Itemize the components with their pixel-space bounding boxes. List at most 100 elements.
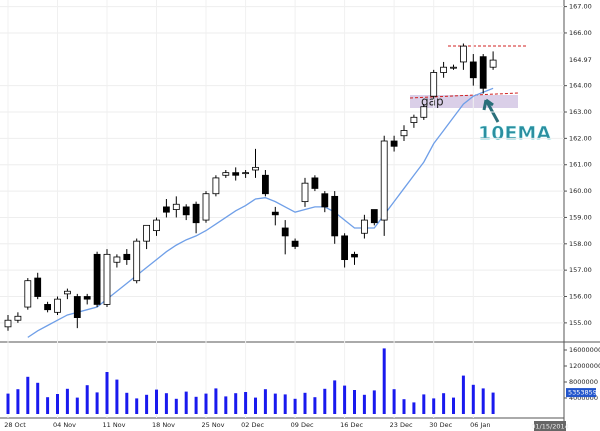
candle-body — [261, 174, 269, 195]
volume-bar — [46, 397, 50, 414]
volume-bar — [75, 397, 79, 414]
volume-bar — [432, 398, 436, 414]
candle-body — [459, 45, 467, 63]
candle-body — [301, 182, 309, 203]
volume-bar — [164, 393, 168, 414]
candle-body — [380, 140, 388, 221]
candle-body — [232, 172, 240, 176]
volume-bar — [155, 389, 158, 414]
y-tick-label: 155.00 — [569, 319, 592, 327]
volume-bar — [392, 389, 396, 414]
candle-body — [4, 319, 12, 328]
volume-bar — [204, 393, 208, 414]
volume-bar — [254, 397, 257, 414]
ema-label: 10EMA — [478, 123, 551, 145]
candle-body — [222, 172, 230, 176]
candle-body — [212, 177, 220, 195]
y-tick-label: 159.00 — [569, 213, 592, 221]
volume-bar — [402, 399, 406, 414]
x-tick-label: 23 Dec — [390, 421, 413, 429]
volume-bar — [145, 394, 149, 414]
volume-bar — [362, 394, 366, 414]
candle-body — [410, 116, 418, 123]
x-tick-label: 09 Dec — [291, 421, 314, 429]
candle-body — [440, 66, 448, 73]
support-line — [409, 92, 519, 99]
candle-body — [351, 253, 358, 258]
candle-body — [341, 235, 349, 261]
candle-body — [192, 203, 200, 224]
volume-bar — [343, 385, 347, 414]
volume-bar — [184, 391, 188, 414]
volume-bar — [452, 397, 455, 414]
candle-body — [44, 304, 51, 311]
candle-body — [14, 315, 22, 321]
volume-bar — [115, 379, 119, 414]
y-tick-label: 160.00 — [569, 187, 592, 195]
y-tick-label: 158.00 — [569, 240, 592, 248]
candle-body — [430, 72, 438, 97]
volume-bar — [174, 398, 178, 414]
candle-body — [479, 56, 487, 89]
volume-bar — [372, 390, 376, 414]
ema-arrow — [482, 98, 500, 123]
volume-bar — [471, 384, 475, 414]
candle-body — [390, 140, 398, 147]
volume-bar — [442, 393, 446, 414]
candle-body — [172, 203, 180, 210]
candle-body — [281, 227, 289, 237]
candle-body — [34, 277, 42, 297]
volume-bar — [263, 389, 267, 414]
x-tick-label: 28 Oct — [4, 421, 26, 429]
candle-body — [489, 59, 497, 68]
candle-body — [370, 209, 378, 224]
candle-body — [182, 206, 190, 216]
volume-bar — [412, 402, 416, 414]
candle-body — [321, 193, 329, 208]
candle-body — [291, 240, 299, 247]
candle-body — [93, 253, 101, 305]
volume-bar — [95, 392, 99, 414]
y-tick-label: 161.00 — [569, 161, 592, 169]
volume-bar — [194, 396, 198, 414]
y-tick-label: 157.00 — [569, 266, 592, 274]
volume-bar — [135, 398, 139, 414]
volume-bar — [491, 392, 495, 414]
y-tick-label: 12000000 — [569, 362, 600, 370]
volume-bar — [283, 394, 287, 414]
y-tick-label: 162.00 — [569, 134, 592, 142]
x-tick-label: 30 Dec — [429, 421, 452, 429]
volume-bar — [323, 388, 327, 414]
y-tick-label: 8000000 — [569, 378, 598, 386]
candle-body — [24, 280, 32, 308]
last-volume-label: 5353859 — [568, 389, 597, 397]
x-tick-label: 11 Nov — [102, 421, 125, 429]
last-volume-box — [566, 388, 596, 398]
candle-body — [469, 61, 477, 79]
volume-bar — [313, 397, 317, 414]
volume-bar — [214, 388, 218, 414]
volume-bar — [16, 389, 20, 414]
candle-body — [360, 219, 368, 234]
candle-body — [123, 253, 131, 261]
volume-bar — [273, 393, 277, 414]
candle-body — [450, 66, 457, 69]
candle-body — [242, 172, 250, 175]
y-tick-label: 166.00 — [569, 29, 592, 37]
volume-bar — [244, 392, 248, 414]
y-tick-label: 156.00 — [569, 293, 592, 301]
volume-bar — [125, 392, 129, 414]
date-stamp: 01/15/2014 — [531, 423, 568, 431]
x-tick-label: 02 Dec — [241, 421, 264, 429]
x-tick-label: 16 Dec — [340, 421, 363, 429]
volume-bar — [234, 393, 238, 414]
volume-bar — [382, 348, 386, 414]
volume-bar — [56, 394, 59, 414]
candle-body — [202, 193, 210, 221]
y-tick-label: 16000000 — [569, 346, 600, 354]
x-tick-label: 04 Nov — [53, 421, 76, 429]
x-tick-label: 06 Jan — [470, 421, 490, 429]
candle-body — [133, 240, 141, 282]
volume-bar — [65, 388, 69, 414]
